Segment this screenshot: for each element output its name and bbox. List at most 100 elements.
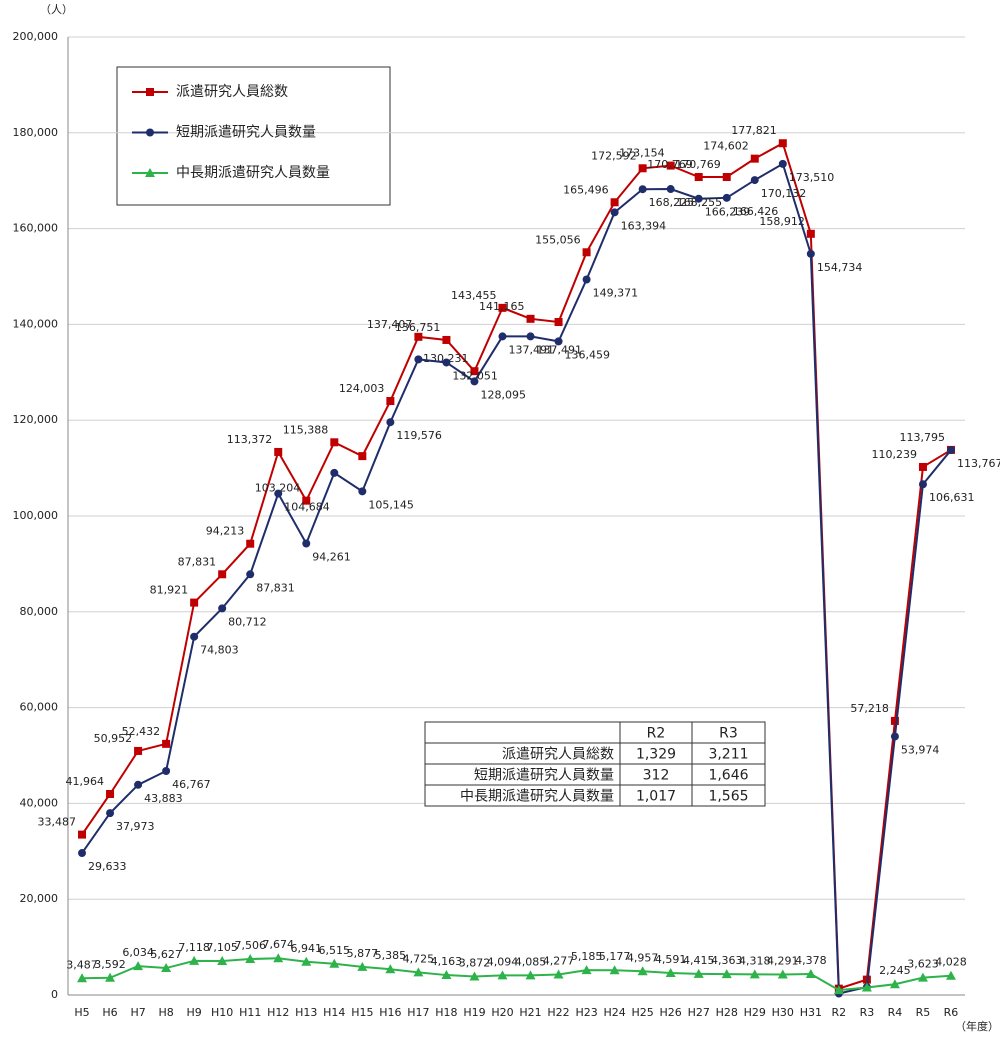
- data-label: 53,974: [901, 743, 940, 756]
- data-label: 113,767: [957, 457, 1000, 470]
- data-label: 94,213: [206, 525, 245, 538]
- y-tick-label: 40,000: [20, 796, 59, 809]
- data-point: [302, 539, 311, 548]
- legend-marker: [145, 168, 155, 177]
- data-point: [666, 161, 675, 170]
- data-point: [386, 418, 395, 427]
- table-header: R2: [647, 726, 666, 742]
- data-point: [498, 332, 507, 341]
- data-label: 2,245: [879, 964, 911, 977]
- data-label: 119,576: [396, 429, 442, 442]
- x-tick-label: H24: [603, 1006, 625, 1019]
- data-label: 177,821: [731, 124, 777, 137]
- data-point: [890, 732, 899, 741]
- table-cell: 1,017: [636, 789, 676, 805]
- data-label: 113,372: [227, 433, 273, 446]
- data-label: 137,407: [367, 318, 413, 331]
- data-label: 4,725: [403, 952, 435, 965]
- data-point: [497, 970, 508, 980]
- data-point: [554, 318, 563, 327]
- data-point: [918, 462, 927, 471]
- data-point: [358, 452, 367, 461]
- data-label: 4,085: [515, 955, 547, 968]
- data-label: 132,051: [452, 369, 498, 382]
- x-tick-label: H16: [379, 1006, 401, 1019]
- data-label: 80,712: [228, 615, 267, 628]
- data-point: [889, 979, 900, 989]
- data-point: [441, 970, 452, 980]
- data-label: 4,291: [767, 954, 799, 967]
- table-row-label: 派遣研究人員総数: [502, 747, 614, 763]
- data-point: [162, 739, 171, 748]
- x-tick-label: H12: [267, 1006, 289, 1019]
- data-point: [498, 303, 507, 312]
- data-point: [245, 954, 256, 964]
- data-point: [274, 447, 283, 456]
- data-label: 81,921: [150, 584, 189, 597]
- y-tick-label: 80,000: [20, 605, 59, 618]
- data-point: [189, 955, 200, 965]
- data-label: 4,277: [543, 955, 575, 968]
- data-point: [302, 496, 311, 505]
- table-row-label: 短期派遣研究人員数量: [474, 768, 614, 784]
- x-tick-label: H5: [74, 1006, 89, 1019]
- legend-marker: [146, 88, 154, 96]
- data-label: 7,674: [262, 938, 294, 951]
- table-row-label: 中長期派遣研究人員数量: [460, 789, 614, 805]
- data-label: 128,095: [480, 388, 526, 401]
- data-label: 137,491: [537, 343, 583, 356]
- x-tick-label: H13: [295, 1006, 317, 1019]
- data-label: 103,204: [255, 482, 301, 495]
- legend-marker: [146, 128, 154, 137]
- data-label: 4,363: [711, 954, 743, 967]
- data-point: [778, 139, 787, 148]
- data-label: 115,388: [283, 423, 329, 436]
- x-unit: （年度）: [955, 1019, 999, 1033]
- data-point: [134, 780, 143, 789]
- data-point: [134, 746, 143, 755]
- data-point: [581, 965, 592, 975]
- data-point: [553, 969, 564, 979]
- data-label: 4,591: [655, 953, 687, 966]
- table-cell: 312: [643, 768, 670, 784]
- data-point: [526, 332, 535, 341]
- data-point: [582, 248, 591, 257]
- x-tick-label: H27: [688, 1006, 710, 1019]
- data-label: 6,941: [291, 942, 323, 955]
- data-point: [301, 956, 312, 966]
- data-label: 4,094: [487, 955, 519, 968]
- data-label: 113,795: [899, 431, 945, 444]
- data-point: [750, 176, 759, 185]
- data-label: 3,623: [907, 958, 939, 971]
- data-point: [330, 468, 339, 477]
- x-tick-label: H25: [632, 1006, 654, 1019]
- data-label: 170,769: [647, 158, 693, 171]
- data-point: [78, 830, 87, 839]
- data-label: 7,118: [178, 941, 210, 954]
- x-tick-label: H20: [491, 1006, 513, 1019]
- x-tick-label: R3: [860, 1006, 875, 1019]
- data-label: 165,496: [563, 183, 609, 196]
- x-tick-label: H9: [187, 1006, 202, 1019]
- data-point: [470, 377, 479, 386]
- data-label: 87,831: [256, 581, 295, 594]
- y-tick-label: 160,000: [13, 222, 59, 235]
- legend-label: 短期派遣研究人員数量: [176, 125, 316, 141]
- x-tick-label: R6: [944, 1006, 959, 1019]
- data-label: 149,371: [593, 287, 639, 300]
- data-label: 4,378: [795, 954, 827, 967]
- x-tick-label: H6: [102, 1006, 117, 1019]
- y-tick-label: 140,000: [13, 317, 59, 330]
- data-point: [385, 964, 396, 974]
- data-label: 57,218: [850, 702, 889, 715]
- data-label: 6,515: [319, 944, 351, 957]
- data-point: [78, 849, 87, 858]
- data-label: 4,163: [431, 955, 463, 968]
- data-label: 41,964: [66, 775, 105, 788]
- data-label: 4,957: [627, 951, 659, 964]
- data-point: [833, 985, 844, 995]
- data-point: [162, 766, 171, 775]
- data-label: 141,165: [479, 300, 525, 313]
- y-tick-label: 60,000: [20, 701, 59, 714]
- data-label: 158,912: [759, 215, 805, 228]
